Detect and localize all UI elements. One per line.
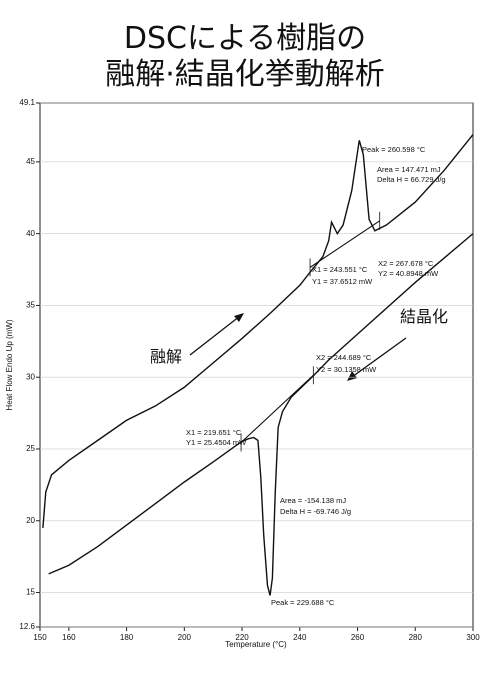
annotation: Y2 = 30.1358 mW [316, 365, 377, 374]
y-tick-label: 35 [26, 301, 35, 310]
y-tick-label: 25 [26, 444, 35, 453]
arrow-head [234, 313, 244, 322]
annotation: Area = 147.471 mJ [377, 165, 441, 174]
x-tick-label: 180 [120, 633, 134, 642]
annotation: Y2 = 40.8948 mW [378, 269, 439, 278]
x-tick-label: 240 [293, 633, 307, 642]
annotation: X2 = 267.678 °C [378, 259, 434, 268]
annotation: Peak = 229.688 °C [271, 598, 335, 607]
arrow [351, 337, 407, 378]
y-tick-label: 49.1 [19, 98, 35, 107]
x-tick-label: 300 [466, 633, 480, 642]
x-tick-label: 280 [409, 633, 423, 642]
y-tick-label: 30 [26, 372, 35, 381]
x-tick-label: 260 [351, 633, 365, 642]
series-label: 融解 [150, 347, 182, 366]
annotation: X1 = 219.651 °C [186, 428, 242, 437]
baseline [309, 220, 381, 268]
x-axis-label: Temperature (°C) [225, 640, 287, 649]
y-tick-label: 40 [26, 229, 35, 238]
data-line [48, 233, 474, 596]
arrow-head [347, 371, 357, 381]
y-tick-label: 12.6 [19, 622, 35, 631]
arrow [189, 315, 241, 356]
y-axis-label: Heat Flow Endo Up (mW) [5, 319, 14, 410]
y-tick-label: 15 [26, 588, 35, 597]
annotation: Y1 = 25.4504 mW [186, 438, 247, 447]
annotation: Y1 = 37.6512 mW [312, 277, 373, 286]
annotation: Area = -154.138 mJ [280, 496, 346, 505]
y-tick-label: 20 [26, 516, 35, 525]
annotation: X2 = 244.689 °C [316, 353, 372, 362]
x-tick-label: 160 [62, 633, 76, 642]
baseline [240, 374, 314, 443]
chart-title: 融解·結晶化挙動解析 [105, 57, 385, 92]
chart-title: DSCによる樹脂の [124, 21, 366, 56]
annotation: Peak = 260.598 °C [362, 145, 426, 154]
annotation: Delta H = 66.729 J/g [377, 175, 446, 184]
data-line [42, 134, 474, 528]
annotation: Delta H = -69.746 J/g [280, 507, 351, 516]
series-label: 結晶化 [400, 307, 448, 326]
y-tick-label: 45 [26, 157, 35, 166]
x-tick-label: 150 [33, 633, 47, 642]
annotation: X1 = 243.551 °C [312, 265, 368, 274]
x-tick-label: 200 [178, 633, 192, 642]
x-tick-label: 220 [235, 633, 249, 642]
